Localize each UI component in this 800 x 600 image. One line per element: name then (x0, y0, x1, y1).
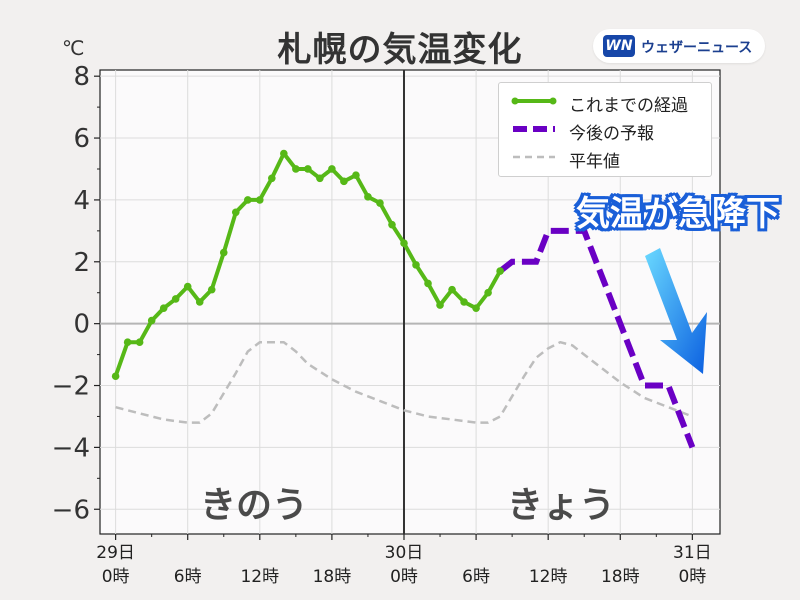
legend-swatch-forecast (513, 126, 555, 132)
y-tick-label: 2 (73, 248, 90, 278)
series-observed-point (376, 199, 384, 207)
series-forecast-line (498, 227, 696, 449)
series-observed-point (123, 338, 132, 347)
x-tick-label-hour: 12時 (529, 567, 568, 587)
x-tick-label-hour: 18時 (313, 567, 352, 587)
day-label-yesterday: きのう (200, 485, 309, 526)
series-observed-point (448, 285, 456, 294)
chart-title: 札幌の気温変化 (277, 30, 523, 70)
y-tick-label: 6 (73, 124, 90, 154)
series-observed-point (268, 174, 276, 183)
series-observed-point (304, 165, 312, 173)
series-observed-point (328, 165, 336, 173)
legend-swatch-normal (513, 155, 555, 159)
series-normal-line (115, 340, 693, 424)
brand-name: ウェザーニュース (641, 40, 753, 56)
series-observed-point (135, 338, 144, 347)
series-observed-point (219, 248, 228, 257)
x-tick-label-hour: 0時 (102, 567, 130, 587)
y-tick-label: −4 (52, 433, 90, 463)
series-observed-point (195, 298, 204, 306)
series-observed-point (436, 301, 444, 309)
brand-logo-icon: WN (603, 35, 635, 57)
series-observed-point (243, 196, 252, 204)
series-observed-point (147, 316, 156, 325)
series-observed-point (183, 282, 192, 291)
day-label-today: きょう (507, 485, 616, 526)
series-observed-point (472, 304, 480, 312)
series-observed-point (111, 372, 120, 381)
series-observed-point (484, 288, 492, 297)
x-tick-label-day: 30日 (385, 543, 424, 563)
series-observed-point (412, 261, 420, 269)
x-tick-label-hour: 18時 (601, 567, 640, 587)
series-observed-point (159, 304, 168, 312)
x-tick-label-hour: 0時 (390, 567, 418, 587)
headline-annotation: 気温が急降下 (576, 194, 780, 234)
series-observed-point (316, 174, 324, 183)
legend-swatch-observed (511, 97, 557, 105)
x-tick-label-hour: 12時 (240, 567, 279, 587)
series-observed-point (460, 298, 468, 306)
legend-label-normal: 平年値 (569, 152, 620, 172)
down-arrow-icon (645, 248, 707, 374)
y-tick-label: 8 (73, 62, 90, 92)
series-observed-point (400, 239, 408, 248)
series-observed-point (364, 193, 372, 201)
series-observed-point (292, 165, 300, 173)
x-tick-label-hour: 6時 (174, 567, 202, 587)
series-observed-point (388, 220, 396, 229)
series-observed-point (171, 295, 180, 303)
y-tick-label: −6 (52, 495, 90, 525)
series-observed-point (496, 267, 504, 275)
series-observed-point (207, 285, 216, 294)
series-observed-point (352, 171, 360, 179)
legend: これまでの経過 今後の予報 平年値 (498, 82, 712, 177)
series-observed-point (340, 177, 348, 186)
x-tick-label-hour: 0時 (678, 567, 706, 587)
legend-label-observed: これまでの経過 (569, 96, 688, 116)
y-tick-label: 4 (73, 186, 90, 216)
y-tick-label: −2 (52, 372, 90, 402)
brand-badge: WN ウェザーニュース (593, 29, 765, 63)
series-observed-point (280, 149, 288, 158)
y-tick-label: 0 (73, 310, 90, 340)
x-tick-label-day: 29日 (96, 543, 135, 563)
x-tick-label-day: 31日 (673, 543, 712, 563)
legend-label-forecast: 今後の予報 (569, 124, 654, 144)
series-observed-point (256, 196, 264, 204)
x-tick-label-hour: 6時 (462, 567, 490, 587)
y-axis-unit: ℃ (62, 36, 85, 60)
series-observed-point (424, 279, 432, 288)
series-observed-point (231, 208, 240, 217)
